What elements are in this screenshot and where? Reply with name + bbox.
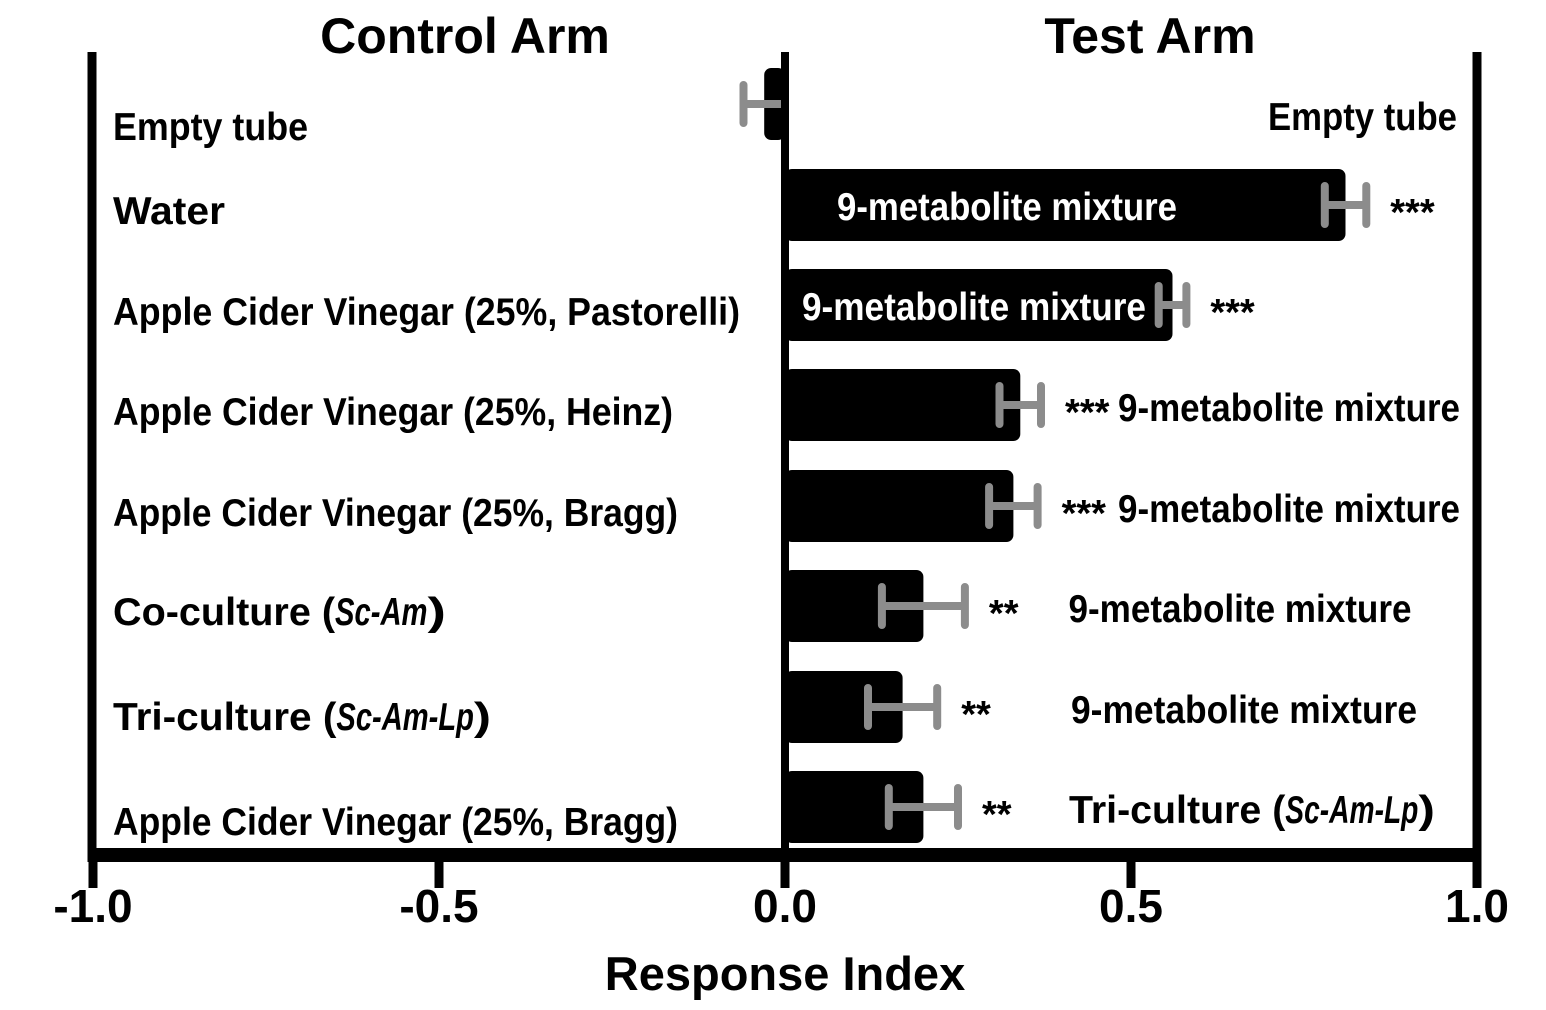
significance-stars: ** — [982, 794, 1012, 836]
control-arm-row-label: Tri-culture (Sc-Am-Lp) — [113, 696, 491, 739]
test-arm-title: Test Arm — [1044, 8, 1256, 64]
error-bars-layer — [739, 81, 1371, 830]
bar — [785, 169, 1346, 241]
control-arm-row-label: Apple Cider Vinegar (25%, Bragg) — [113, 492, 678, 535]
significance-stars: *** — [1062, 493, 1107, 535]
error-bar — [995, 382, 1045, 428]
test-arm-row-label: 9-metabolite mixture — [1071, 689, 1417, 732]
error-bar — [884, 784, 962, 830]
bar-inside-label: 9-metabolite mixture — [802, 286, 1146, 329]
x-tick-label: -1.0 — [53, 880, 132, 932]
bar — [785, 369, 1021, 441]
labels-layer: Empty tube Empty tube Water 9-metabolite mi… — [113, 96, 1460, 844]
control-arm-row-label: Water — [113, 190, 225, 233]
control-arm-row-label: Empty tube — [113, 106, 308, 149]
x-tick-label: 0.0 — [753, 880, 817, 932]
test-arm-row-label: 9-metabolite mixture — [1069, 588, 1412, 631]
significance-stars: *** — [1210, 292, 1255, 334]
control-arm-title: Control Arm — [320, 8, 610, 64]
test-arm-row-label: 9-metabolite mixture — [1118, 387, 1460, 430]
bar — [785, 671, 903, 743]
x-tick-label: 1.0 — [1445, 880, 1509, 932]
significance-stars: ** — [961, 694, 991, 736]
significance-stars: *** — [1065, 392, 1110, 434]
x-tick-label: -0.5 — [399, 880, 478, 932]
axes-layer: -1.0 -0.5 0.0 0.5 1.0 — [53, 52, 1509, 932]
test-arm-row-label: 9-metabolite mixture — [1118, 488, 1460, 531]
x-axis-label: Response Index — [604, 947, 966, 1000]
control-arm-row-label: Apple Cider Vinegar (25%, Bragg) — [113, 801, 678, 844]
error-bar — [1320, 182, 1371, 228]
bar — [785, 269, 1173, 341]
significance-stars: ** — [989, 593, 1019, 635]
bar-inside-label: 9-metabolite mixture — [837, 186, 1177, 229]
control-arm-row-label: Apple Cider Vinegar (25%, Pastorelli) — [113, 291, 740, 334]
test-arm-row-label: Tri-culture (Sc-Am-Lp) — [1069, 789, 1435, 832]
error-bar — [1154, 282, 1191, 328]
error-bar — [877, 583, 969, 629]
error-bar — [864, 684, 942, 730]
bar — [785, 470, 1014, 542]
error-bar — [985, 483, 1042, 529]
test-arm-row-label: Empty tube — [1268, 96, 1457, 139]
x-tick-label: 0.5 — [1099, 880, 1163, 932]
significance-stars: *** — [1390, 192, 1435, 234]
control-arm-row-label: Apple Cider Vinegar (25%, Heinz) — [113, 391, 673, 434]
control-arm-row-label: Co-culture (Sc-Am) — [113, 591, 446, 634]
bar — [785, 570, 924, 642]
